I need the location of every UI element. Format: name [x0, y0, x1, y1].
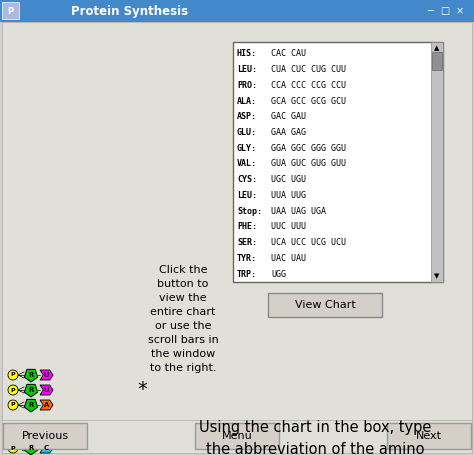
- Text: Menu: Menu: [222, 431, 252, 441]
- FancyBboxPatch shape: [233, 42, 443, 282]
- FancyBboxPatch shape: [432, 52, 442, 70]
- FancyBboxPatch shape: [0, 0, 474, 22]
- Text: Click the: Click the: [159, 265, 207, 275]
- Text: P: P: [8, 6, 14, 15]
- FancyBboxPatch shape: [2, 2, 19, 19]
- Circle shape: [8, 443, 18, 453]
- Text: ASP:: ASP:: [237, 112, 257, 121]
- Text: TRP:: TRP:: [237, 270, 257, 278]
- Polygon shape: [40, 370, 53, 380]
- Text: the abbreviation of the amino: the abbreviation of the amino: [206, 442, 424, 455]
- FancyBboxPatch shape: [268, 293, 382, 317]
- Text: P: P: [11, 403, 15, 408]
- Text: ▼: ▼: [434, 273, 440, 279]
- Text: A: A: [44, 402, 49, 408]
- Text: UCA UCC UCG UCU: UCA UCC UCG UCU: [271, 238, 346, 247]
- Polygon shape: [24, 442, 37, 455]
- FancyBboxPatch shape: [195, 423, 279, 449]
- FancyBboxPatch shape: [3, 423, 87, 449]
- Text: GCA GCC GCG GCU: GCA GCC GCG GCU: [271, 96, 346, 106]
- Text: ALA:: ALA:: [237, 96, 257, 106]
- Text: entire chart: entire chart: [150, 307, 216, 317]
- Text: UGG: UGG: [271, 270, 286, 278]
- Polygon shape: [24, 399, 37, 412]
- Text: view the: view the: [159, 293, 207, 303]
- Text: PHE:: PHE:: [237, 222, 257, 232]
- Text: GLY:: GLY:: [237, 144, 257, 153]
- Text: to the right.: to the right.: [150, 363, 216, 373]
- Text: LEU:: LEU:: [237, 65, 257, 74]
- Text: P: P: [11, 373, 15, 378]
- Text: C: C: [44, 445, 49, 451]
- Text: VAL:: VAL:: [237, 160, 257, 168]
- Text: ▲: ▲: [434, 45, 440, 51]
- Text: TYR:: TYR:: [237, 254, 257, 263]
- FancyBboxPatch shape: [387, 423, 471, 449]
- Text: UUA UUG: UUA UUG: [271, 191, 306, 200]
- Text: scroll bars in: scroll bars in: [147, 335, 219, 345]
- Text: R: R: [28, 445, 34, 451]
- FancyBboxPatch shape: [431, 42, 443, 282]
- Text: R: R: [28, 372, 34, 378]
- Text: View Chart: View Chart: [295, 300, 356, 310]
- Text: Next: Next: [416, 431, 442, 441]
- Text: P: P: [11, 388, 15, 393]
- Text: LEU:: LEU:: [237, 191, 257, 200]
- Text: GAA GAG: GAA GAG: [271, 128, 306, 137]
- Text: CAC CAU: CAC CAU: [271, 49, 306, 58]
- Text: *: *: [137, 380, 147, 399]
- Polygon shape: [24, 369, 37, 382]
- Text: U: U: [44, 372, 49, 378]
- Text: or use the: or use the: [155, 321, 211, 331]
- Text: □: □: [440, 6, 450, 16]
- Text: HIS:: HIS:: [237, 49, 257, 58]
- Text: CCA CCC CCG CCU: CCA CCC CCG CCU: [271, 81, 346, 90]
- FancyBboxPatch shape: [2, 22, 472, 453]
- Text: UGC UGU: UGC UGU: [271, 175, 306, 184]
- Text: Previous: Previous: [21, 431, 69, 441]
- Text: Stop:: Stop:: [237, 207, 262, 216]
- Text: SER:: SER:: [237, 238, 257, 247]
- Text: UAA UAG UGA: UAA UAG UGA: [271, 207, 326, 216]
- Text: button to: button to: [157, 279, 209, 289]
- Text: CUA CUC CUG CUU: CUA CUC CUG CUU: [271, 65, 346, 74]
- Text: R: R: [28, 387, 34, 393]
- Text: the window: the window: [151, 349, 215, 359]
- Text: P: P: [11, 445, 15, 450]
- Text: ─: ─: [427, 6, 433, 16]
- Circle shape: [8, 370, 18, 380]
- Text: R: R: [28, 402, 34, 408]
- Polygon shape: [40, 385, 53, 395]
- Circle shape: [8, 385, 18, 395]
- Text: UAC UAU: UAC UAU: [271, 254, 306, 263]
- Text: ×: ×: [456, 6, 464, 16]
- Text: CYS:: CYS:: [237, 175, 257, 184]
- Circle shape: [8, 400, 18, 410]
- Text: Protein Synthesis: Protein Synthesis: [72, 5, 189, 17]
- Text: GUA GUC GUG GUU: GUA GUC GUG GUU: [271, 160, 346, 168]
- Polygon shape: [40, 443, 53, 453]
- Polygon shape: [24, 384, 37, 397]
- Text: GAC GAU: GAC GAU: [271, 112, 306, 121]
- Text: U: U: [44, 387, 49, 393]
- Text: UUC UUU: UUC UUU: [271, 222, 306, 232]
- Polygon shape: [40, 400, 53, 410]
- Text: Using the chart in the box, type: Using the chart in the box, type: [199, 420, 431, 435]
- Text: GGA GGC GGG GGU: GGA GGC GGG GGU: [271, 144, 346, 153]
- Text: GLU:: GLU:: [237, 128, 257, 137]
- Text: PRO:: PRO:: [237, 81, 257, 90]
